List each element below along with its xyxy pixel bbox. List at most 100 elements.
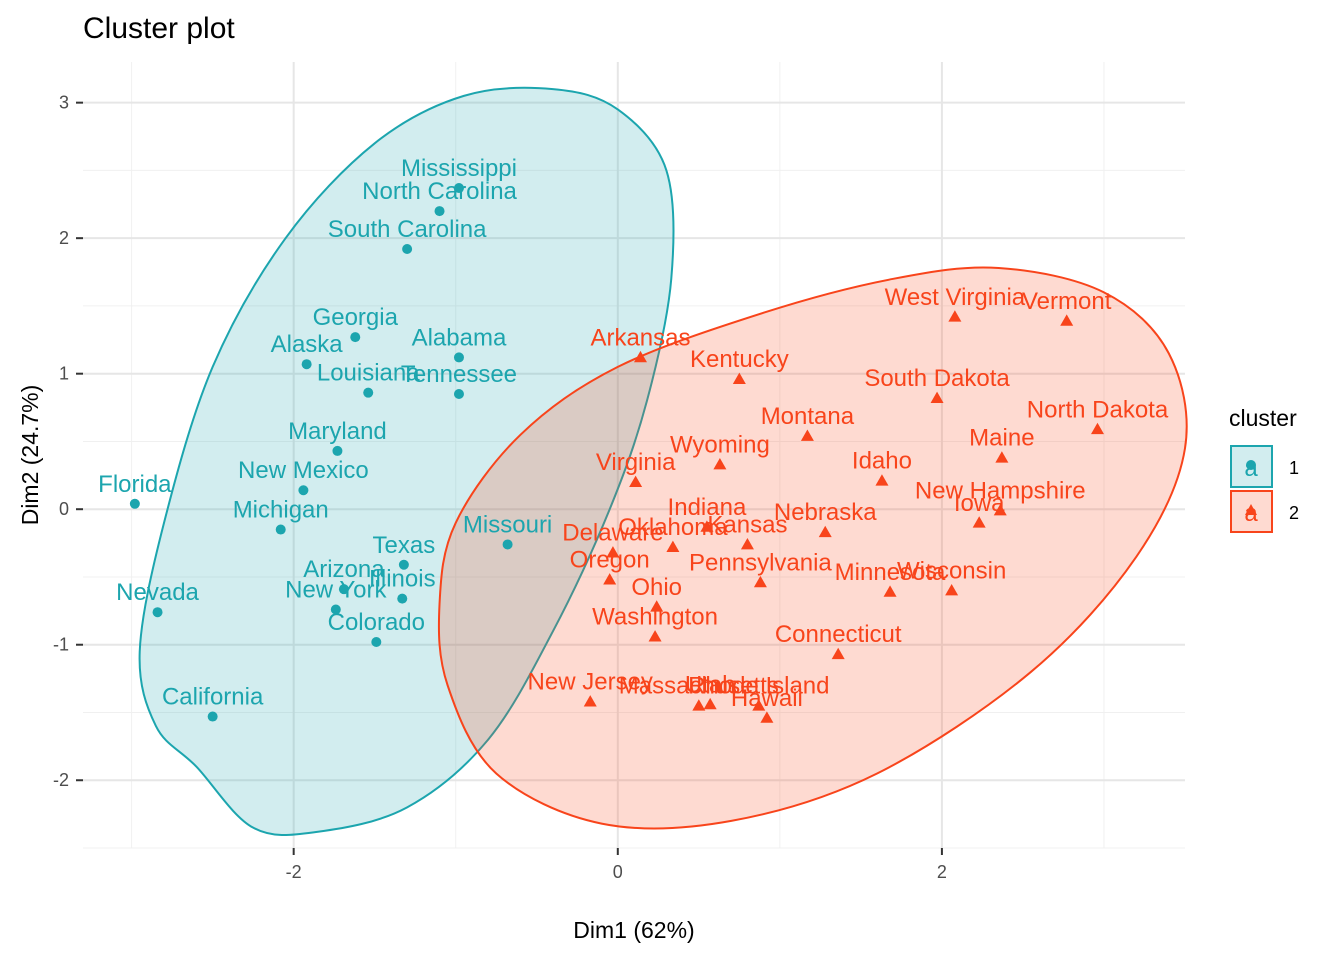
x-axis-title: Dim1 (62%): [573, 917, 694, 943]
point-hawaii: [760, 711, 774, 723]
point-alaska: [301, 359, 312, 370]
x-axis-ticks: -2 0 2: [286, 848, 947, 882]
point-label: Alaska: [271, 331, 344, 358]
point-label: Nebraska: [774, 499, 877, 526]
point-new-mexico: [298, 485, 309, 496]
point-nevada: [152, 607, 163, 618]
point-georgia: [350, 332, 361, 343]
point-label: Colorado: [328, 609, 425, 636]
y-tick-label: 1: [59, 364, 69, 384]
point-indiana: [700, 520, 714, 532]
point-label: Ohio: [631, 574, 682, 601]
point-label: Maine: [969, 425, 1034, 452]
legend-point-glyph: [1245, 504, 1257, 515]
point-label: Mississippi: [401, 155, 517, 182]
point-south-dakota: [930, 391, 944, 403]
point-montana: [800, 429, 814, 441]
point-label: Idaho: [852, 448, 912, 475]
point-vermont: [1060, 314, 1074, 326]
point-washington: [648, 630, 662, 642]
point-massachusetts: [692, 699, 706, 711]
grid-lines: [83, 62, 1185, 849]
point-nebraska: [818, 525, 832, 538]
y-tick-label: -2: [53, 770, 69, 790]
point-label: California: [162, 684, 264, 711]
legend-text-glyph: a: [1244, 455, 1258, 482]
point-label: Minnesota: [835, 559, 946, 586]
point-label: Illinois: [369, 566, 436, 593]
point-tennessee: [453, 389, 464, 400]
point-label: Rhode Island: [688, 673, 829, 700]
point-california: [207, 711, 218, 722]
point-label: Texas: [373, 532, 436, 559]
point-missouri: [502, 539, 513, 550]
point-mississippi: [453, 183, 464, 194]
point-north-carolina: [434, 206, 445, 217]
point-virginia: [629, 475, 643, 487]
legend-text-glyph: a: [1244, 500, 1258, 527]
point-label: Virginia: [596, 449, 676, 476]
x-tick-label: 0: [613, 862, 623, 882]
point-new-hampshire: [993, 504, 1007, 516]
point-arizona: [338, 584, 349, 595]
cluster-2-ellipse: [437, 266, 1188, 830]
point-label: Alabama: [412, 324, 507, 351]
point-louisiana: [363, 387, 374, 398]
legend-point-glyph: [1246, 460, 1256, 470]
point-label: Washington: [592, 604, 718, 631]
y-axis-title: Dim2 (24.7%): [17, 385, 43, 526]
point-label: Connecticut: [775, 621, 902, 648]
point-rhode-island: [752, 699, 766, 711]
point-label: New Hampshire: [915, 478, 1086, 505]
y-tick-label: 2: [59, 228, 69, 248]
x-tick-label: -2: [286, 862, 302, 882]
point-west-virginia: [948, 310, 962, 322]
point-label: New Jersey: [528, 669, 653, 696]
point-label: New Mexico: [238, 457, 369, 484]
point-idaho: [875, 474, 889, 486]
point-new-jersey: [583, 695, 597, 707]
point-label: North Carolina: [362, 178, 517, 205]
point-label: Georgia: [313, 304, 399, 331]
legend-label: 2: [1289, 503, 1299, 523]
point-oregon: [603, 573, 617, 585]
point-oklahoma: [666, 540, 680, 553]
point-arkansas: [633, 350, 647, 363]
point-wyoming: [713, 457, 727, 470]
point-connecticut: [831, 647, 845, 660]
x-tick-label: 2: [937, 862, 947, 882]
point-label: Tennessee: [401, 361, 517, 388]
point-kansas: [740, 537, 754, 550]
y-tick-label: 0: [59, 499, 69, 519]
legend: cluster a 1 a 2: [1229, 405, 1299, 533]
legend-label: 1: [1289, 458, 1299, 478]
point-michigan: [275, 524, 286, 535]
point-label: Michigan: [233, 497, 329, 524]
point-label: New York: [285, 576, 387, 603]
data-points: [129, 183, 1104, 723]
point-label: Wisconsin: [897, 558, 1006, 585]
y-axis-ticks: -2 -1 0 1 2 3: [53, 93, 83, 790]
point-label: Delaware: [562, 520, 663, 547]
point-label: Maryland: [288, 418, 387, 445]
chart-title: Cluster plot: [83, 12, 235, 45]
point-alabama: [453, 352, 464, 363]
point-label: Iowa: [954, 490, 1005, 517]
point-label: Massachusetts: [619, 673, 779, 700]
point-kentucky: [732, 372, 746, 384]
point-ohio: [650, 600, 664, 612]
point-label: South Dakota: [864, 365, 1010, 392]
y-tick-label: 3: [59, 93, 69, 113]
point-label: Wyoming: [670, 431, 770, 458]
legend-title: cluster: [1229, 405, 1297, 431]
point-label: Vermont: [1022, 288, 1112, 315]
point-texas: [398, 559, 409, 570]
point-label: Montana: [761, 403, 855, 430]
point-label: Pennsylvania: [689, 549, 832, 576]
point-label: Nevada: [116, 579, 199, 606]
point-label: Florida: [98, 471, 172, 498]
point-label: Kentucky: [690, 346, 789, 373]
